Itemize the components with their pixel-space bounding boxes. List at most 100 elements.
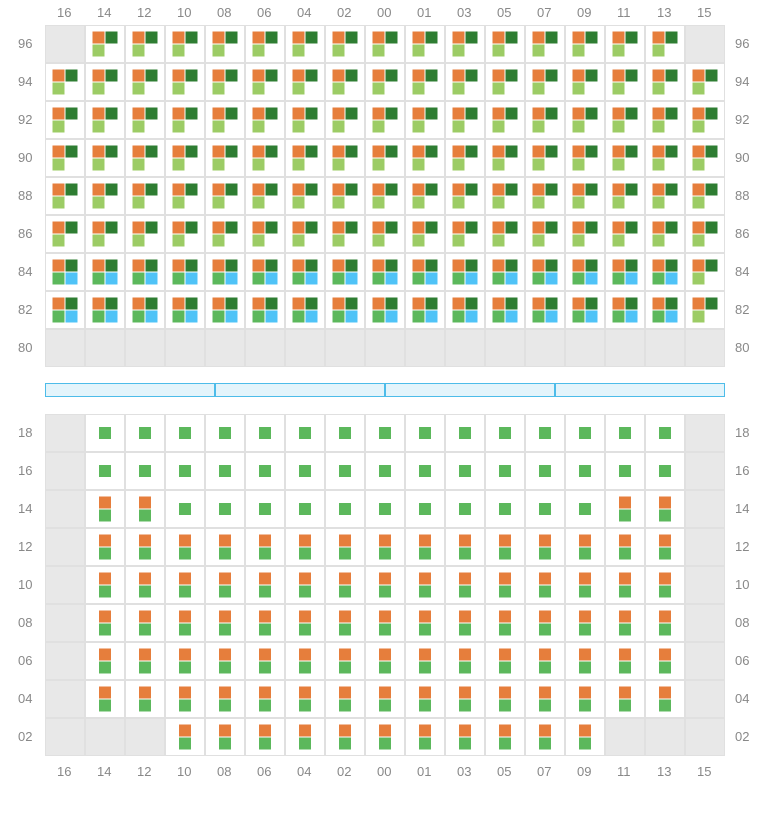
vstack-icon — [179, 535, 191, 560]
vstack-icon — [539, 687, 551, 712]
grid-cell — [365, 604, 405, 642]
grid-cell — [605, 642, 645, 680]
single-icon — [579, 503, 591, 515]
grid-cell — [605, 414, 645, 452]
grid-cell — [245, 528, 285, 566]
quad-icon — [413, 32, 438, 57]
grid-cell — [165, 718, 205, 756]
grid-cell — [645, 414, 685, 452]
grid-cell — [125, 452, 165, 490]
vstack-icon — [99, 535, 111, 560]
grid-cell — [125, 528, 165, 566]
vstack-icon — [139, 535, 151, 560]
grid-cell — [645, 604, 685, 642]
grid-cell — [245, 177, 285, 215]
quad-icon — [453, 70, 478, 95]
col-label-top: 01 — [417, 5, 431, 20]
row-label-right-top: 88 — [735, 188, 749, 203]
single-icon — [379, 427, 391, 439]
single-icon — [219, 427, 231, 439]
quad-icon — [293, 146, 318, 171]
grid-cell — [605, 452, 645, 490]
vstack-icon — [299, 535, 311, 560]
row-label-left-bottom: 14 — [18, 501, 32, 516]
grid-cell — [605, 63, 645, 101]
grid-cell — [85, 177, 125, 215]
grid-cell — [85, 414, 125, 452]
grid-cell — [325, 490, 365, 528]
vstack-icon — [379, 611, 391, 636]
quad-icon — [413, 260, 438, 285]
grid-cell — [85, 528, 125, 566]
quad-icon — [453, 298, 478, 323]
col-label-top: 12 — [137, 5, 151, 20]
grid-cell — [245, 253, 285, 291]
single-icon — [579, 465, 591, 477]
vstack-icon — [299, 687, 311, 712]
single-icon — [259, 427, 271, 439]
single-icon — [179, 427, 191, 439]
quad-icon — [333, 70, 358, 95]
grid-cell — [285, 177, 325, 215]
grid-cell — [645, 253, 685, 291]
quad-icon — [653, 222, 678, 247]
grid-cell — [45, 177, 85, 215]
grid-cell — [205, 329, 245, 367]
quad-icon — [573, 70, 598, 95]
quad-icon — [573, 298, 598, 323]
quad-icon — [133, 146, 158, 171]
grid-cell — [125, 718, 165, 756]
grid-cell — [245, 291, 285, 329]
vstack-icon — [179, 687, 191, 712]
col-label-bottom: 12 — [137, 764, 151, 779]
grid-cell — [605, 177, 645, 215]
grid-cell — [445, 215, 485, 253]
grid-cell — [485, 566, 525, 604]
vstack-icon — [219, 649, 231, 674]
row-label-left-bottom: 16 — [18, 463, 32, 478]
grid-cell — [325, 329, 365, 367]
quad-icon — [533, 298, 558, 323]
grid-cell — [605, 139, 645, 177]
vstack-icon — [339, 535, 351, 560]
grid-cell — [645, 291, 685, 329]
grid-cell — [85, 718, 125, 756]
grid-cell — [445, 452, 485, 490]
grid-cell — [325, 680, 365, 718]
col-label-bottom: 06 — [257, 764, 271, 779]
grid-cell — [405, 101, 445, 139]
grid-cell — [85, 25, 125, 63]
quad-icon — [613, 146, 638, 171]
grid-cell — [245, 604, 285, 642]
vstack-icon — [659, 649, 671, 674]
vstack-icon — [659, 535, 671, 560]
quad-icon — [533, 70, 558, 95]
quad-icon — [173, 184, 198, 209]
col-label-top: 04 — [297, 5, 311, 20]
row-label-right-bottom: 06 — [735, 653, 749, 668]
grid-cell — [525, 329, 565, 367]
grid-cell — [525, 452, 565, 490]
quad-icon — [613, 222, 638, 247]
grid-cell — [85, 566, 125, 604]
grid-cell — [325, 215, 365, 253]
grid-cell — [605, 528, 645, 566]
grid-cell — [405, 718, 445, 756]
vstack-icon — [499, 535, 511, 560]
vstack-icon — [659, 611, 671, 636]
quad-icon — [53, 222, 78, 247]
vstack-icon — [619, 687, 631, 712]
grid-cell — [165, 177, 205, 215]
grid-cell — [565, 25, 605, 63]
vstack-icon — [99, 687, 111, 712]
grid-cell — [365, 25, 405, 63]
quad-icon — [373, 108, 398, 133]
grid-cell — [125, 101, 165, 139]
vstack-icon — [219, 573, 231, 598]
col-label-top: 10 — [177, 5, 191, 20]
quad-icon — [93, 70, 118, 95]
quad-icon — [613, 32, 638, 57]
grid-cell — [85, 253, 125, 291]
grid-cell — [205, 414, 245, 452]
grid-cell — [445, 291, 485, 329]
